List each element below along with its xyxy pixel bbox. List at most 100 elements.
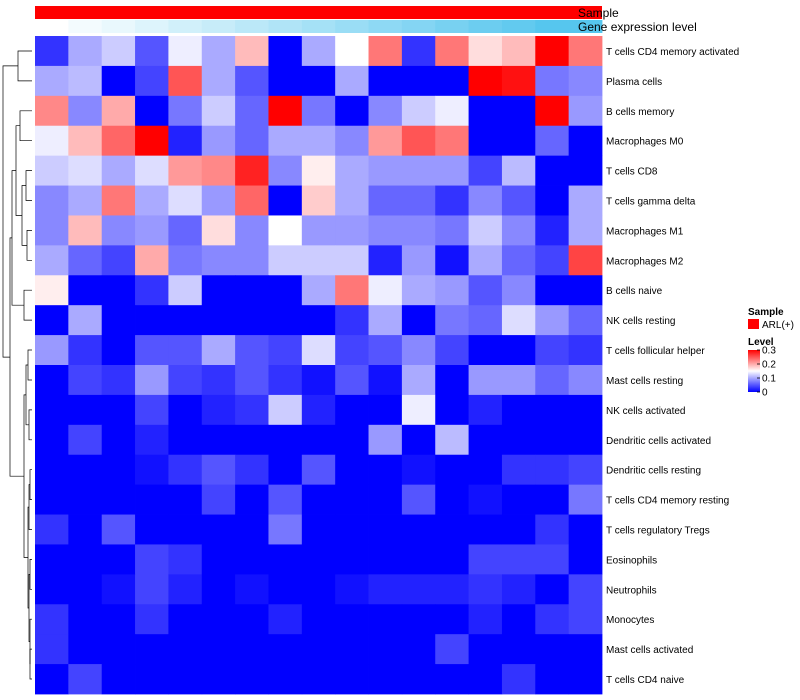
- heatmap-cell: [535, 95, 570, 127]
- heatmap-cell: [401, 125, 436, 157]
- heatmap-cell: [68, 454, 103, 486]
- heatmap-cell: [401, 305, 436, 336]
- heatmap-cell: [568, 365, 603, 396]
- heatmap-cell: [535, 574, 570, 605]
- heatmap-cell: [568, 155, 603, 186]
- heatmap-cell: [68, 125, 103, 157]
- heatmap-cell: [401, 185, 436, 216]
- heatmap-cell: [235, 155, 269, 186]
- heatmap-cell: [201, 634, 236, 665]
- heatmap-cell: [101, 245, 136, 276]
- heatmap-cell: [35, 95, 69, 127]
- heatmap-cell: [268, 634, 303, 665]
- heatmap-cell: [335, 574, 369, 605]
- heatmap-cell: [201, 245, 236, 276]
- heatmap-cell: [468, 574, 503, 605]
- legend-level-tick-label: 0.2: [762, 360, 776, 371]
- heatmap-cell: [435, 424, 469, 456]
- heatmap-cell: [168, 664, 203, 695]
- heatmap-cell: [535, 365, 570, 396]
- heatmap-cell: [401, 155, 436, 186]
- heatmap-cell: [301, 335, 336, 366]
- heatmap-cell: [168, 36, 203, 67]
- heatmap-cell: [268, 574, 303, 605]
- heatmap-cell: [35, 365, 69, 396]
- heatmap-cell: [535, 484, 570, 515]
- heatmap-cell: [35, 305, 69, 336]
- heatmap-cell: [401, 544, 436, 575]
- heatmap-cell: [268, 65, 303, 97]
- heatmap-cell: [401, 335, 436, 366]
- row-label: Dendritic cells resting: [606, 466, 701, 477]
- dendrogram-branch: [17, 50, 32, 82]
- heatmap-cell: [535, 65, 570, 97]
- heatmap-cell: [268, 664, 303, 695]
- legend-sample-swatch: [748, 319, 759, 329]
- heatmap-cell: [268, 305, 303, 336]
- heatmap-cell: [401, 36, 436, 67]
- row-label: Macrophages M2: [606, 256, 684, 267]
- heatmap-cell: [268, 544, 303, 575]
- heatmap-cell: [68, 275, 103, 306]
- heatmap-cell: [101, 454, 136, 486]
- heatmap-cell: [568, 125, 603, 157]
- heatmap-cell: [568, 245, 603, 276]
- row-label: NK cells resting: [606, 316, 675, 327]
- heatmap-cell: [401, 365, 436, 396]
- heatmap-cell: [235, 95, 269, 127]
- heatmap-cell: [268, 365, 303, 396]
- annotation-expression-cell: [568, 20, 603, 33]
- row-label: T cells regulatory Tregs: [606, 526, 710, 537]
- heatmap-cell: [135, 155, 169, 186]
- heatmap-cell: [368, 664, 403, 695]
- heatmap-cell: [35, 394, 69, 426]
- heatmap-cell: [135, 604, 169, 635]
- heatmap-cell: [435, 454, 469, 486]
- heatmap-cell: [568, 424, 603, 456]
- heatmap-cell: [135, 394, 169, 426]
- heatmap-cell: [368, 544, 403, 575]
- heatmap-cell: [201, 155, 236, 186]
- heatmap-cell: [301, 634, 336, 665]
- heatmap-cell: [168, 185, 203, 216]
- heatmap-cell: [101, 125, 136, 157]
- heatmap-cell: [468, 394, 503, 426]
- heatmap-cell: [335, 634, 369, 665]
- heatmap-cell: [35, 604, 69, 635]
- dendrogram-branch: [25, 170, 32, 201]
- row-label: T cells gamma delta: [606, 197, 696, 208]
- heatmap-cell: [568, 335, 603, 366]
- heatmap-cell: [368, 484, 403, 515]
- heatmap-cell: [101, 634, 136, 665]
- heatmap-cell: [135, 245, 169, 276]
- row-label: B cells memory: [606, 107, 674, 118]
- dendrogram-branch: [29, 469, 32, 500]
- heatmap-cell: [301, 365, 336, 396]
- heatmap-cell: [101, 424, 136, 456]
- heatmap-cell: [368, 36, 403, 67]
- legend-level-tick-label: 0.3: [762, 346, 776, 357]
- heatmap-cell: [435, 335, 469, 366]
- heatmap-cell: [501, 215, 536, 246]
- heatmap-cell: [301, 664, 336, 695]
- row-label: T cells CD4 naive: [606, 675, 685, 686]
- heatmap-cell: [301, 484, 336, 515]
- annotation-label-sample: Sample: [578, 6, 619, 20]
- heatmap-cell: [501, 604, 536, 635]
- heatmap-cell: [101, 36, 136, 67]
- heatmap-cell: [68, 634, 103, 665]
- heatmap-cell: [468, 185, 503, 216]
- heatmap-cell: [135, 664, 169, 695]
- heatmap-cell: [535, 335, 570, 366]
- heatmap-cell: [135, 365, 169, 396]
- heatmap-cell: [568, 514, 603, 545]
- heatmap-cell: [35, 664, 69, 695]
- heatmap-cell: [168, 305, 203, 336]
- heatmap-cell: [101, 335, 136, 366]
- annotation-expression-cell: [168, 20, 203, 33]
- heatmap-cell: [268, 604, 303, 635]
- heatmap-cell: [335, 245, 369, 276]
- dendrogram-branch: [26, 230, 32, 261]
- heatmap-cell: [268, 454, 303, 486]
